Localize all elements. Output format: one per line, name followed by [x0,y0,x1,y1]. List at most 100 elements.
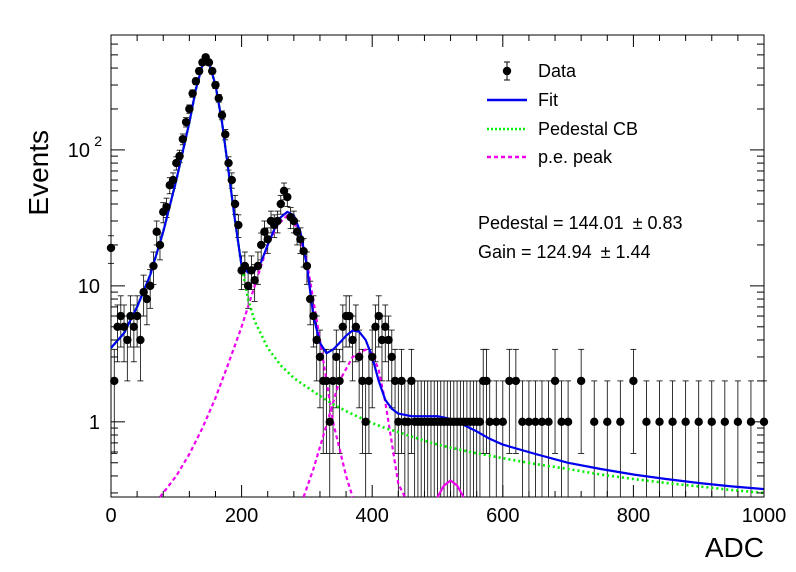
y-tick-label: 10 [78,276,100,298]
data-point [371,322,380,331]
data-point [381,322,390,331]
gain-result: Gain = 124.94 ± 1.44 [478,242,651,262]
data-point [299,246,308,256]
data-point [279,186,289,196]
data-point [394,417,403,427]
data-point [191,77,201,86]
data-point [354,352,364,362]
x-tick-label: 1000 [742,505,787,527]
data-point [482,376,491,386]
data-point [250,276,259,285]
data-point [194,66,204,76]
pedestal-result: Pedestal = 144.01 ± 0.83 [478,213,683,233]
data-point [537,417,547,427]
data-point [492,417,501,427]
x-tick-label: 0 [105,505,116,527]
data-point [485,417,494,427]
data-point [629,376,638,386]
data-point [733,417,743,427]
data-point [358,376,367,386]
data-point [305,294,315,304]
data-point [707,417,716,427]
data-point [188,89,197,98]
data-point [227,175,237,185]
legend-label: Pedestal CB [538,119,638,139]
data-point [377,335,387,345]
data-markers [106,53,769,427]
gain-error: ± 1.44 [601,242,651,262]
data-point [335,376,344,386]
data-point [260,227,269,236]
data-point [119,322,129,331]
gain-value: Gain = 124.94 [478,242,592,262]
data-point [364,376,374,386]
data-point [325,417,334,427]
data-point [374,311,383,321]
x-axis-title: ADC [705,532,764,563]
data-point [256,240,266,250]
data-point [384,335,393,345]
data-point [243,281,253,291]
data-point [368,352,377,362]
legend: Data Fit Pedestal CB p.e. peak [487,61,638,167]
x-axis: 0 200 400 600 800 1000 [105,35,786,527]
data-point [655,417,664,427]
data-point [312,335,321,345]
data-point [263,235,272,244]
data-point [123,335,132,345]
x-tick-label: 200 [225,505,258,527]
data-point [524,417,534,427]
data-point [289,216,299,226]
data-point [214,94,223,103]
data-point [178,134,188,144]
data-point [145,281,155,291]
data-point [129,322,139,331]
data-point [576,376,586,386]
data-point [668,417,677,427]
data-point [642,417,651,427]
data-point [616,417,625,427]
data-point [136,335,145,345]
data-point [557,417,566,427]
data-point [132,311,142,321]
data-point [332,352,341,362]
data-point [338,322,348,331]
x-tick-label: 800 [617,505,650,527]
x-tick-label: 600 [486,505,519,527]
data-point [296,235,305,244]
data-point [204,58,214,67]
legend-label: Fit [538,90,558,110]
data-point [172,158,181,168]
data-point [475,417,485,427]
data-point [351,322,361,331]
data-point [211,80,220,90]
data-point [217,110,227,120]
data-point [185,104,194,114]
data-point [407,376,416,386]
data-point [309,311,318,321]
data-point [550,376,560,386]
data-point [518,417,527,427]
data-point [126,311,135,321]
data-point [240,261,250,271]
data-point [181,117,191,127]
data-point [397,376,406,386]
data-point [544,417,553,427]
plot-area [106,53,769,498]
data-point [315,352,325,362]
data-point [603,417,612,427]
data-point [175,151,184,161]
legend-label: Data [538,61,577,81]
data-point [302,261,312,271]
data-point [681,417,690,427]
data-point [505,376,514,386]
data-point [276,199,285,209]
data-point [139,287,148,297]
data-point [292,227,302,236]
pe-peak-curve [436,479,465,498]
fit-results: Pedestal = 144.01 ± 0.83 Gain = 124.94 ±… [478,213,683,262]
y-axis-title: Events [23,130,54,216]
data-point [149,261,158,271]
